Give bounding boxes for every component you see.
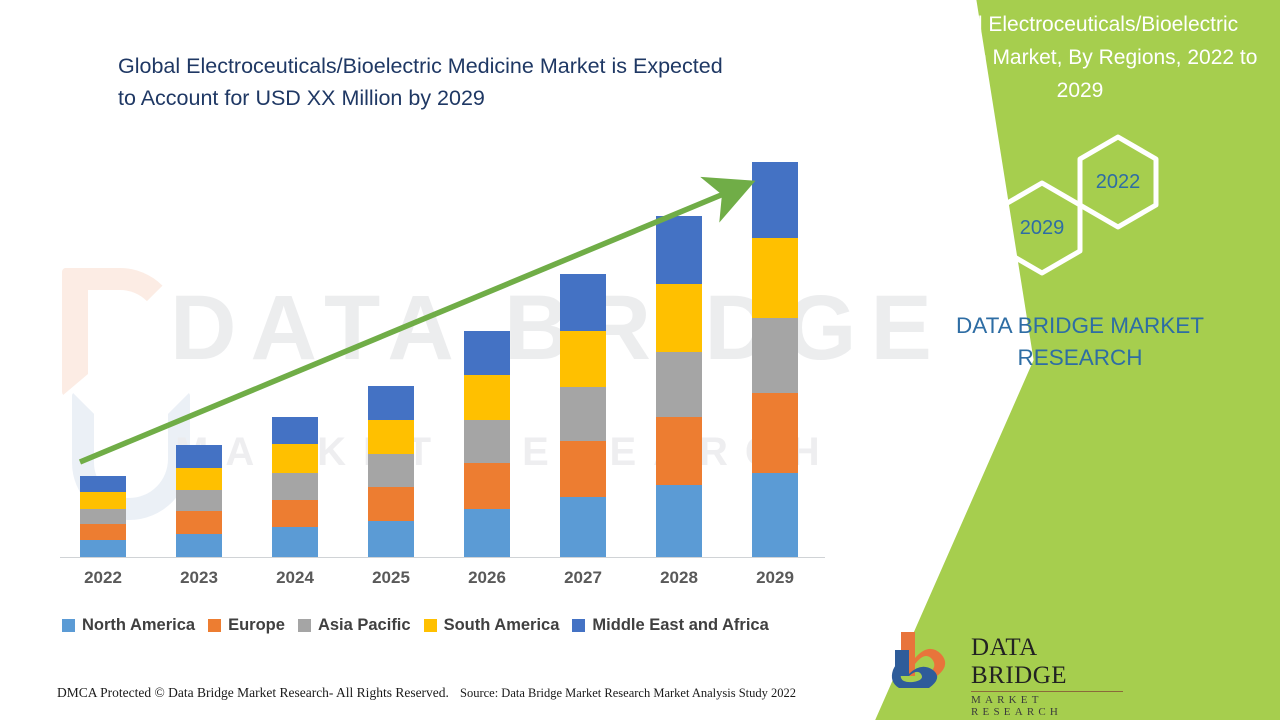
legend-swatch-icon bbox=[423, 619, 437, 632]
bar-segment bbox=[656, 484, 702, 557]
data-bridge-logo-icon bbox=[891, 632, 946, 688]
bar-segment bbox=[464, 419, 510, 464]
bar-2029 bbox=[752, 161, 798, 557]
bar-2023 bbox=[176, 445, 222, 557]
bar-segment bbox=[176, 511, 222, 534]
bar-2022 bbox=[80, 476, 126, 557]
bar-segment bbox=[560, 330, 606, 387]
legend-swatch-icon bbox=[208, 619, 222, 632]
bar-segment bbox=[464, 509, 510, 557]
bar-2026 bbox=[464, 330, 510, 557]
legend-label: Middle East and Africa bbox=[592, 616, 769, 634]
bar-segment bbox=[80, 492, 126, 510]
bar-segment bbox=[752, 161, 798, 239]
source-text: Source: Data Bridge Market Research Mark… bbox=[460, 686, 797, 700]
bar-2024 bbox=[272, 416, 318, 557]
bar-segment bbox=[272, 473, 318, 500]
chart-legend: North America Europe Asia Pacific South Ame… bbox=[62, 616, 852, 635]
legend-item-middle-east-and-africa: Middle East and Africa bbox=[572, 616, 769, 635]
legend-swatch-icon bbox=[572, 619, 586, 632]
bar-segment bbox=[80, 540, 126, 557]
chart-plot-area bbox=[60, 150, 840, 560]
page-title: Global Electroceuticals/Bioelectric Medi… bbox=[118, 54, 723, 110]
x-axis-label-2023: 2023 bbox=[180, 568, 218, 587]
legend-item-south-america: South America bbox=[423, 616, 560, 635]
bar-segment bbox=[272, 499, 318, 528]
hexagon-badges: 2022 2029 bbox=[880, 130, 1280, 290]
logo-line2: MARKET RESEARCH bbox=[971, 694, 1063, 718]
copyright-text: DMCA Protected © Data Bridge Market Rese… bbox=[57, 685, 449, 700]
x-axis-label-2029: 2029 bbox=[756, 568, 794, 587]
bar-2025 bbox=[368, 385, 414, 557]
legend-label: Asia Pacific bbox=[317, 616, 411, 634]
logo-line1: DATA BRIDGE bbox=[971, 634, 1068, 689]
bar-segment bbox=[656, 215, 702, 284]
bar-segment bbox=[176, 467, 222, 491]
bar-segment bbox=[368, 385, 414, 420]
bar-segment bbox=[176, 490, 222, 512]
bar-segment bbox=[176, 533, 222, 557]
brand-name: DATA BRIDGE MARKET RESEARCH bbox=[956, 313, 1204, 370]
bar-segment bbox=[272, 416, 318, 445]
legend-swatch-icon bbox=[297, 619, 311, 632]
x-axis-label-2022: 2022 bbox=[84, 568, 122, 587]
bar-segment bbox=[80, 509, 126, 525]
x-axis-labels: 2022 2023 2024 2025 2026 2027 2028 2029 bbox=[60, 568, 840, 594]
x-axis-label-2028: 2028 bbox=[660, 568, 698, 587]
bar-segment bbox=[368, 419, 414, 454]
panel-title: Global Electroceuticals/Bioelectric Medi… bbox=[902, 13, 1258, 102]
x-axis-label-2027: 2027 bbox=[564, 568, 602, 587]
bar-segment bbox=[752, 238, 798, 318]
hexagon-shape-icon bbox=[1001, 180, 1083, 276]
bar-segment bbox=[368, 520, 414, 557]
bar-segment bbox=[464, 330, 510, 376]
legend-label: North America bbox=[82, 616, 196, 634]
company-logo: DATA BRIDGE MARKET RESEARCH bbox=[885, 628, 1125, 718]
bar-segment bbox=[656, 283, 702, 352]
bar-segment bbox=[560, 497, 606, 557]
bar-segment bbox=[656, 416, 702, 485]
x-axis-line bbox=[60, 557, 825, 558]
legend-label: Europe bbox=[228, 616, 285, 634]
bar-segment bbox=[752, 473, 798, 557]
bar-segment bbox=[560, 441, 606, 498]
legend-label: South America bbox=[443, 616, 560, 634]
bar-segment bbox=[464, 463, 510, 510]
legend-swatch-icon bbox=[62, 619, 75, 632]
hexagon-label-2022: 2022 bbox=[1095, 170, 1141, 193]
bar-segment bbox=[656, 351, 702, 417]
bar-segment bbox=[80, 476, 126, 493]
growth-arrow-icon bbox=[78, 176, 756, 465]
bar-segment bbox=[752, 317, 798, 394]
legend-item-north-america: North America bbox=[62, 616, 195, 635]
bar-segment bbox=[272, 527, 318, 557]
bar-segment bbox=[464, 375, 510, 420]
hexagon-label-2029: 2029 bbox=[1019, 216, 1065, 239]
bar-segment bbox=[560, 386, 606, 442]
hexagon-badge-2022: 2022 bbox=[1076, 134, 1160, 230]
x-axis-label-2024: 2024 bbox=[276, 568, 314, 587]
bar-segment bbox=[368, 453, 414, 487]
bar-2028 bbox=[656, 215, 702, 557]
bar-2027 bbox=[560, 274, 606, 557]
logo-text: DATA BRIDGE MARKET RESEARCH bbox=[971, 634, 1131, 718]
bar-segment bbox=[176, 445, 222, 468]
x-axis-label-2025: 2025 bbox=[372, 568, 410, 587]
bar-segment bbox=[368, 486, 414, 521]
bar-segment bbox=[560, 274, 606, 331]
hexagon-badge-2029: 2029 bbox=[1000, 180, 1084, 276]
legend-item-europe: Europe bbox=[208, 616, 285, 635]
bar-segment bbox=[752, 393, 798, 474]
legend-item-asia-pacific: Asia Pacific bbox=[297, 616, 411, 635]
bar-segment bbox=[80, 524, 126, 540]
logo-divider bbox=[971, 691, 1123, 692]
x-axis-label-2026: 2026 bbox=[468, 568, 506, 587]
bar-segment bbox=[272, 444, 318, 474]
hexagon-shape-icon bbox=[1077, 134, 1159, 230]
